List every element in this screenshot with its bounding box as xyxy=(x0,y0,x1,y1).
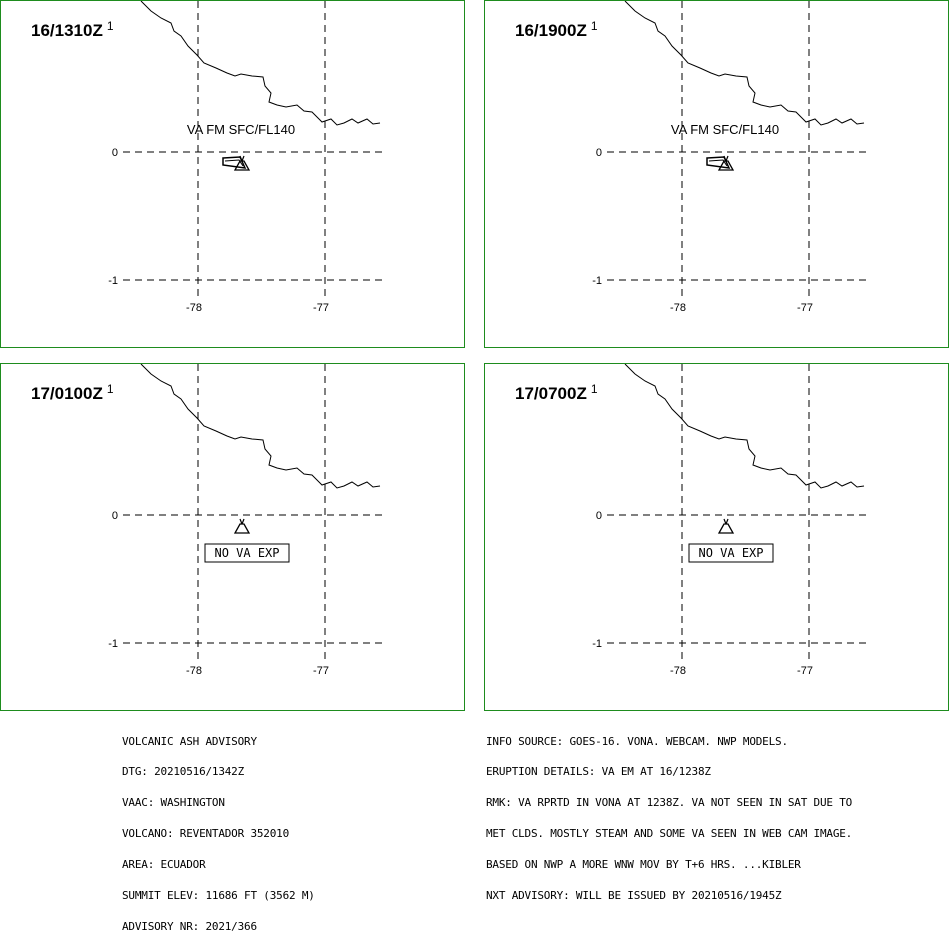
advisory-text-left: VOLCANIC ASH ADVISORY DTG: 20210516/1342… xyxy=(122,716,315,943)
latitude-label: 0 xyxy=(596,510,602,522)
panel-time: 17/0100Z 1 xyxy=(31,382,114,403)
forecast-panel-3: 17/0100Z 1 0 -1 -78 -77 NO VA EXP xyxy=(0,363,465,711)
latitude-label: -1 xyxy=(108,638,118,650)
advisory-line: VOLCANIC ASH ADVISORY xyxy=(122,734,257,748)
no-va-box xyxy=(688,543,774,563)
latitude-label: 0 xyxy=(596,147,602,159)
advisory-line: BASED ON NWP A MORE WNW MOV BY T+6 HRS. … xyxy=(486,858,801,872)
longitude-label: -78 xyxy=(670,302,686,314)
forecast-panel-4: 17/0700Z 1 0 -1 -78 -77 NO VA EXP xyxy=(484,363,949,711)
ash-cloud-area xyxy=(222,156,247,169)
coastline xyxy=(624,1,865,126)
longitude-label: -78 xyxy=(186,665,202,677)
no-va-label: NO VA EXP xyxy=(214,546,279,560)
forecast-panel-2: 16/1900Z 1 0 -1 -78 -77 VA FM SFC/FL140 xyxy=(484,0,949,348)
map-graphic: 0 -1 -78 -77 NO VA EXP xyxy=(592,364,870,677)
advisory-text-right: INFO SOURCE: GOES-16. VONA. WEBCAM. NWP … xyxy=(486,716,852,912)
advisory-line: AREA: ECUADOR xyxy=(122,858,206,872)
latitude-label: 0 xyxy=(112,510,118,522)
longitude-label: -78 xyxy=(670,665,686,677)
map-graphic: 0 -1 -78 -77 VA FM SFC/FL140 xyxy=(592,1,870,314)
longitude-label: -77 xyxy=(797,302,813,314)
no-va-label: NO VA EXP xyxy=(698,546,763,560)
panel-time: 16/1900Z 1 xyxy=(515,19,598,40)
latitude-label: -1 xyxy=(592,275,602,287)
advisory-line: MET CLDS. MOSTLY STEAM AND SOME VA SEEN … xyxy=(486,827,853,841)
advisory-line: DTG: 20210516/1342Z xyxy=(122,765,245,779)
map-graphic: 0 -1 -78 -77 NO VA EXP xyxy=(108,364,386,677)
volcano-icon xyxy=(717,518,735,534)
longitude-label: -78 xyxy=(186,302,202,314)
latitude-label: -1 xyxy=(108,275,118,287)
latitude-label: 0 xyxy=(112,147,118,159)
coastline xyxy=(140,1,381,126)
advisory-line: INFO SOURCE: GOES-16. VONA. WEBCAM. NWP … xyxy=(486,734,788,748)
advisory-line: NXT ADVISORY: WILL BE ISSUED BY 20210516… xyxy=(486,889,782,903)
advisory-line: VOLCANO: REVENTADOR 352010 xyxy=(122,827,289,841)
latitude-label: -1 xyxy=(592,638,602,650)
coastline xyxy=(140,364,381,489)
advisory-line: ERUPTION DETAILS: VA EM AT 16/1238Z xyxy=(486,765,711,779)
longitude-label: -77 xyxy=(313,302,329,314)
ash-cloud-label: VA FM SFC/FL140 xyxy=(187,122,295,137)
longitude-label: -77 xyxy=(313,665,329,677)
advisory-line: VAAC: WASHINGTON xyxy=(122,796,225,810)
advisory-line: RMK: VA RPRTD IN VONA AT 1238Z. VA NOT S… xyxy=(486,796,853,810)
panel-time: 16/1310Z 1 xyxy=(31,19,114,40)
no-va-box xyxy=(204,543,290,563)
map-graphic: 0 -1 -78 -77 VA FM SFC/FL140 xyxy=(108,1,386,314)
advisory-line: SUMMIT ELEV: 11686 FT (3562 M) xyxy=(122,889,315,903)
panel-time: 17/0700Z 1 xyxy=(515,382,598,403)
advisory-line: ADVISORY NR: 2021/366 xyxy=(122,919,257,933)
volcano-icon xyxy=(233,518,251,534)
coastline xyxy=(624,364,865,489)
longitude-label: -77 xyxy=(797,665,813,677)
ash-cloud-area xyxy=(706,156,731,169)
ash-cloud-label: VA FM SFC/FL140 xyxy=(671,122,779,137)
forecast-panel-1: 16/1310Z 1 0 -1 -78 -77 VA FM SFC/FL140 xyxy=(0,0,465,348)
